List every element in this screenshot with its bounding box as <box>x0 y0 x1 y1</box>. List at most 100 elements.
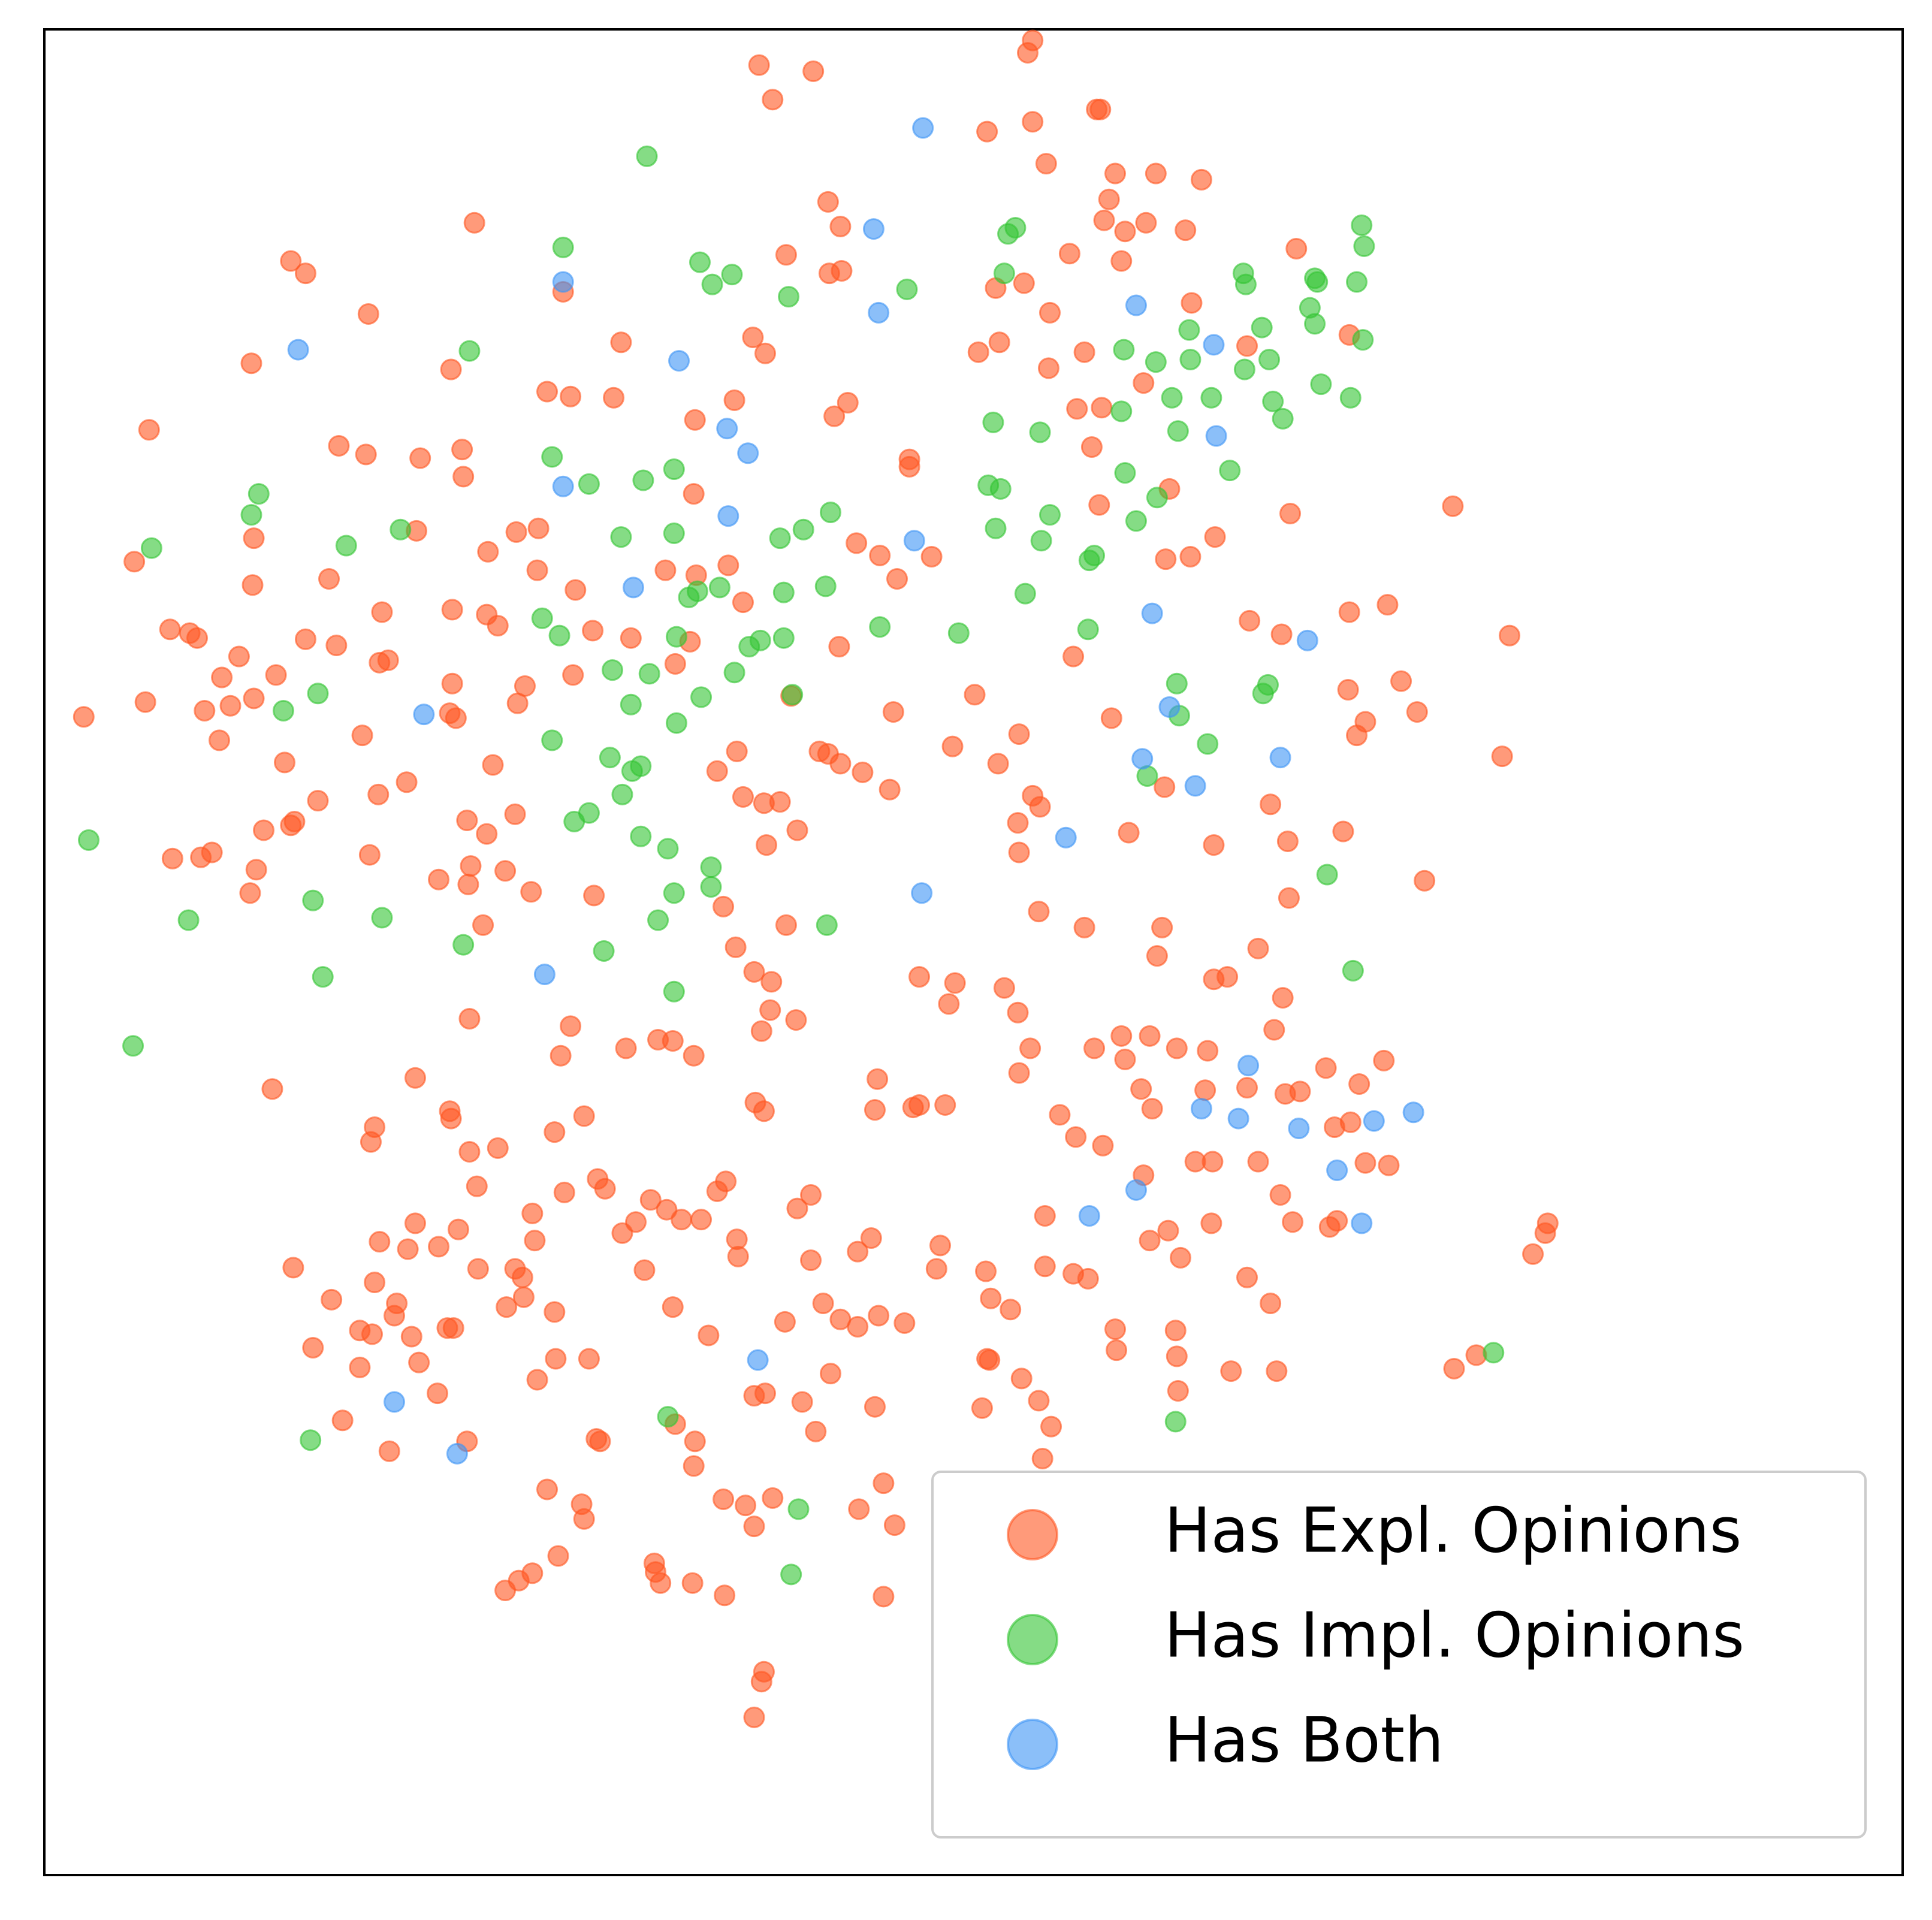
point <box>860 1227 882 1249</box>
point <box>723 389 745 411</box>
point <box>920 546 943 567</box>
point <box>868 1305 890 1327</box>
point <box>721 264 743 286</box>
point <box>1276 830 1299 852</box>
point <box>867 1068 889 1090</box>
point <box>837 391 859 413</box>
point <box>1247 937 1269 959</box>
point <box>975 1260 997 1282</box>
point <box>988 331 1010 354</box>
point <box>848 1498 870 1520</box>
point <box>1113 339 1135 361</box>
point <box>716 418 738 440</box>
point <box>1034 1255 1056 1278</box>
point <box>209 729 231 751</box>
point <box>753 1100 775 1122</box>
point <box>1155 548 1177 570</box>
point <box>742 327 764 349</box>
point <box>1055 826 1077 849</box>
point <box>378 1440 400 1462</box>
point <box>985 517 1007 539</box>
point <box>1110 1025 1133 1047</box>
point <box>593 940 615 962</box>
point <box>1499 624 1521 647</box>
legend-label: Has Expl. Opinions <box>1164 1495 1741 1566</box>
point <box>638 663 660 685</box>
point <box>749 629 771 651</box>
point <box>521 1562 544 1584</box>
point <box>903 530 925 552</box>
point <box>886 568 908 590</box>
point <box>668 350 690 372</box>
point <box>683 1455 705 1477</box>
point <box>715 1170 737 1193</box>
point <box>441 672 463 695</box>
point <box>396 771 418 793</box>
point <box>441 599 463 621</box>
point <box>294 628 316 650</box>
point <box>1167 1379 1189 1402</box>
point <box>717 505 739 527</box>
point <box>993 262 1015 285</box>
point <box>1058 243 1080 265</box>
point <box>321 1288 343 1311</box>
point <box>769 527 791 550</box>
point <box>852 761 874 783</box>
point <box>781 684 804 706</box>
point <box>544 1301 566 1323</box>
point <box>701 273 723 295</box>
point <box>774 1311 796 1333</box>
point <box>1203 334 1225 356</box>
point <box>349 1356 371 1378</box>
point <box>1161 387 1183 409</box>
point <box>494 860 517 882</box>
point <box>1073 341 1095 363</box>
point <box>367 783 390 805</box>
point <box>684 409 706 431</box>
point <box>1279 503 1301 525</box>
point <box>472 914 494 936</box>
point <box>1236 1077 1258 1099</box>
point <box>864 1099 886 1121</box>
point <box>1031 1448 1053 1470</box>
point <box>247 483 270 505</box>
point <box>663 522 685 544</box>
point <box>647 909 669 931</box>
point <box>743 961 765 983</box>
point <box>636 145 658 167</box>
point <box>456 810 478 831</box>
point <box>967 341 989 363</box>
point <box>792 518 814 541</box>
point <box>601 659 623 681</box>
point <box>1272 987 1294 1009</box>
point <box>610 331 632 354</box>
point <box>312 966 334 988</box>
point <box>573 1508 595 1530</box>
point <box>1373 1049 1395 1071</box>
point <box>476 823 498 845</box>
point <box>964 684 986 706</box>
point <box>1040 1415 1062 1438</box>
point <box>211 666 233 689</box>
point <box>1077 618 1099 641</box>
point <box>775 244 797 266</box>
point <box>1145 162 1167 185</box>
point <box>802 60 825 82</box>
point <box>1316 864 1338 886</box>
point <box>242 574 264 596</box>
point <box>578 1348 600 1370</box>
point <box>1236 1266 1258 1288</box>
point <box>1125 1179 1147 1201</box>
point <box>1269 747 1291 769</box>
point <box>681 1572 704 1594</box>
point <box>159 618 181 641</box>
point <box>408 1351 430 1373</box>
point <box>358 844 381 866</box>
point <box>594 1178 616 1200</box>
point <box>762 89 784 111</box>
point <box>743 1706 765 1728</box>
point <box>615 1037 637 1059</box>
point <box>73 706 95 728</box>
point <box>482 754 504 776</box>
point <box>477 541 499 563</box>
